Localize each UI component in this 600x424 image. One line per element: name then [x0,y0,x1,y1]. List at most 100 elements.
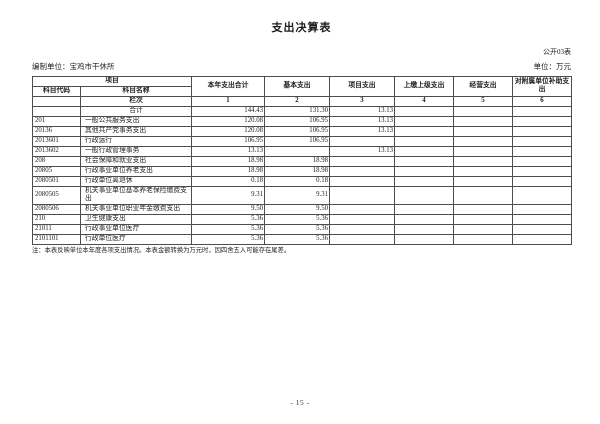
value-cell [512,115,572,127]
value-cell [512,155,572,167]
document-page: 支出决算表 公开03表 编制单位：宝鸡市干休所 单位：万元 项目 本年支出合计 … [32,0,572,254]
subject-name-cell: 一般公共服务支出 [80,115,192,127]
value-cell [329,185,395,205]
subject-name-cell: 行政事业单位养老支出 [80,165,192,177]
value-cell: 106.95 [191,135,265,147]
value-cell [512,165,572,177]
index-row-label: 栏次 [80,95,192,107]
subject-name-cell: 机关事业单位职业年金缴费支出 [80,203,192,215]
value-cell [453,135,513,147]
table-row: 20805 行政事业单位养老支出 18.98 18.98 [32,165,572,177]
subject-name-cell: 机关事业单位基本养老保险缴费支出 [80,185,192,205]
column-index: 1 [191,95,265,107]
page-number: - 15 - [290,398,310,407]
value-cell [453,145,513,157]
subject-code-cell: 210 [32,213,81,225]
meta-line: 编制单位：宝鸡市干休所 单位：万元 [32,61,572,71]
value-cell [453,223,513,235]
value-cell: 106.95 [264,115,330,127]
subject-code-cell: 2080505 [32,185,81,205]
column-index: 3 [329,95,395,107]
value-cell [453,213,513,225]
unit-label: 单位：万元 [533,61,572,71]
subject-code-cell: 20805 [32,165,81,177]
value-cell: 5.36 [191,223,265,235]
value-cell: 13.13 [329,105,395,117]
subject-code-cell: 2013601 [32,135,81,147]
report-title: 支出决算表 [271,22,332,34]
value-cell [329,175,395,187]
subject-code-header: 科目代码 [32,85,81,97]
subject-code-cell: 21011 [32,223,81,235]
table-note: 注：本表反映单位本年度各项支出情况。本表金额转换为万元时，因四舍五入可能存在尾差… [32,246,291,254]
prepared-by-label: 编制单位：宝鸡市干休所 [32,61,115,71]
value-cell: 13.13 [329,125,395,137]
header-row-index: 栏次 1 2 3 4 5 6 [32,95,572,107]
value-cell: 9.31 [191,185,265,205]
column-index: 5 [453,95,513,107]
table-row: 2080505 机关事业单位基本养老保险缴费支出 9.31 9.31 [32,185,572,205]
table-row: 21011 行政事业单位医疗 5.36 5.36 [32,223,572,235]
value-cell: 9.31 [264,185,330,205]
subject-name-cell: 行政运行 [80,135,192,147]
value-cell [394,155,454,167]
value-cell [453,203,513,215]
table-row: 2080501 行政单位离退休 0.18 0.18 [32,175,572,187]
value-cell [512,223,572,235]
value-cell [453,233,513,245]
table-row: 20136 其他共产党事务支出 120.08 106.95 13.13 [32,125,572,137]
value-cell: 13.13 [329,145,395,157]
value-cell [512,203,572,215]
project-header: 项目 [32,76,192,87]
value-cell [394,165,454,177]
value-cell: 9.50 [264,203,330,215]
value-cell: 5.36 [264,233,330,245]
value-cell [394,115,454,127]
value-cell [512,175,572,187]
value-cell: 120.08 [191,115,265,127]
table-row: 2101101 行政单位医疗 5.36 5.36 [32,233,572,245]
value-cell [453,155,513,167]
value-cell [394,223,454,235]
value-cell [453,125,513,137]
value-cell [453,175,513,187]
value-cell: 18.98 [264,165,330,177]
value-cell: 131.30 [264,105,330,117]
col-header-total-expenditure: 本年支出合计 [191,76,265,97]
subject-name-cell: 社会保障和就业支出 [80,155,192,167]
value-cell: 106.95 [264,125,330,137]
value-cell [394,105,454,117]
table-row: 2013602 一般行政管理事务 13.13 13.13 [32,145,572,157]
subject-name-cell: 卫生健康支出 [80,213,192,225]
value-cell: 106.95 [264,135,330,147]
subject-name-cell: 其他共产党事务支出 [80,125,192,137]
subject-name-header: 科目名称 [80,85,192,97]
value-cell [512,135,572,147]
subject-code-cell: 2101101 [32,233,81,245]
value-cell [329,135,395,147]
value-cell [394,125,454,137]
value-cell: 5.36 [264,213,330,225]
subject-name-cell: 行政事业单位医疗 [80,223,192,235]
column-index: 2 [264,95,330,107]
value-cell [512,233,572,245]
index-row-empty-cell [32,95,81,107]
value-cell [512,185,572,205]
value-cell [512,125,572,137]
value-cell [453,165,513,177]
column-index: 6 [512,95,572,107]
subject-code-cell: 201 [32,115,81,127]
subject-code-cell: 20136 [32,125,81,137]
subject-code-cell: 2080501 [32,175,81,187]
form-code: 公开03表 [543,48,571,57]
subject-code-cell [32,105,81,117]
value-cell [329,203,395,215]
value-cell: 120.08 [191,125,265,137]
value-cell: 13.13 [191,145,265,157]
col-header-project-expenditure: 项目支出 [329,76,395,97]
value-cell [329,165,395,177]
col-header-upturned-expenditure: 上缴上级支出 [394,76,454,97]
value-cell [329,223,395,235]
table-row: 201 一般公共服务支出 120.08 106.95 13.13 [32,115,572,127]
value-cell [394,175,454,187]
